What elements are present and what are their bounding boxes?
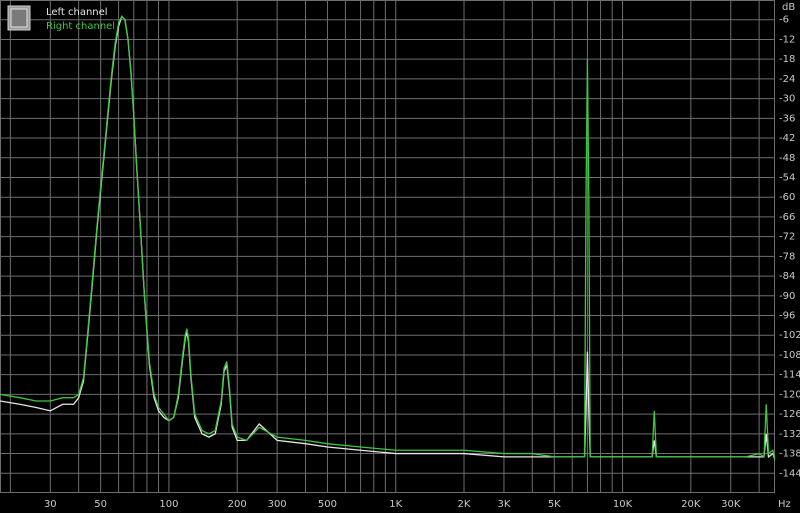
x-tick-label: 30K: [721, 499, 741, 510]
y-axis-label: dB: [782, 2, 795, 13]
y-tick-label: -6: [779, 15, 789, 26]
y-tick-label: -126: [779, 409, 800, 420]
plot-frame: [0, 0, 775, 493]
y-tick-label: -18: [779, 54, 795, 65]
x-tick-label: 100: [159, 499, 178, 510]
y-tick-label: -96: [779, 311, 795, 322]
legend-label: Left channel: [46, 7, 108, 18]
y-tick-label: -60: [779, 192, 795, 203]
y-tick-label: -84: [779, 271, 795, 282]
y-tick-label: -132: [779, 429, 800, 440]
y-tick-label: -54: [779, 172, 795, 183]
y-tick-label: -48: [779, 153, 795, 164]
y-tick-label: -12: [779, 34, 795, 45]
x-tick-label: 20K: [681, 499, 701, 510]
x-tick-label: 5K: [548, 499, 561, 510]
x-axis-label: Hz: [778, 499, 791, 510]
x-tick-label: 300: [268, 499, 287, 510]
y-tick-label: -102: [779, 330, 800, 341]
x-tick-label: 10K: [613, 499, 633, 510]
y-tick-label: -108: [779, 350, 800, 361]
y-tick-label: -114: [779, 370, 800, 381]
plot-area: [0, 15, 775, 461]
y-tick-label: -144: [779, 468, 800, 479]
y-tick-label: -66: [779, 212, 795, 223]
y-tick-label: -138: [779, 449, 800, 460]
y-tick-label: -90: [779, 291, 795, 302]
x-tick-label: 500: [318, 499, 337, 510]
grid: [0, 0, 775, 493]
y-tick-label: -24: [779, 74, 795, 85]
x-tick-label: 3K: [497, 499, 510, 510]
x-tick-label: 2K: [458, 499, 471, 510]
x-tick-label: 200: [228, 499, 247, 510]
legend: Left channel Right channel: [7, 5, 115, 32]
legend-label: Right channel: [46, 21, 115, 32]
legend-icon-inner: [10, 8, 28, 28]
y-tick-label: -72: [779, 232, 795, 243]
y-tick-label: -120: [779, 389, 800, 400]
axes: dB Hz -6 -12 -18 -24 -30 -36 -42 -48 -54 -60 -66 -7…: [44, 2, 800, 510]
x-tick-label: 50: [94, 499, 107, 510]
series-line: [0, 15, 775, 461]
x-tick-label: 1K: [389, 499, 402, 510]
x-tick-label: 30: [44, 499, 57, 510]
y-tick-label: -78: [779, 251, 795, 262]
y-tick-label: -42: [779, 133, 795, 144]
y-tick-label: -36: [779, 113, 795, 124]
y-tick-label: -30: [779, 94, 795, 105]
